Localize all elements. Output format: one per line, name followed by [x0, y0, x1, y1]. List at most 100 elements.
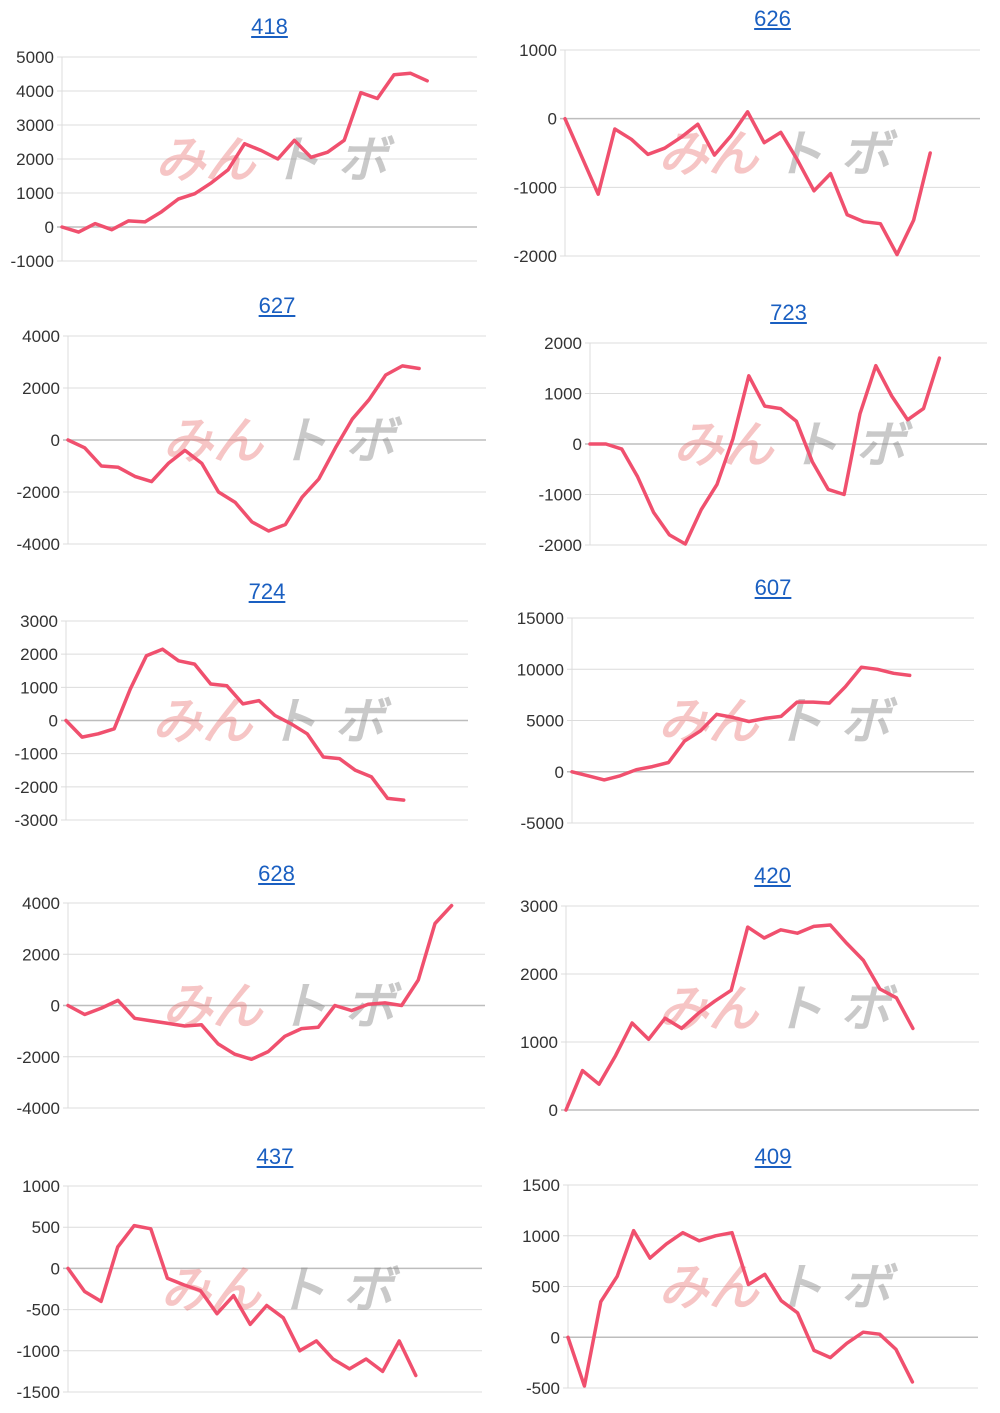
chart-title-link[interactable]: 628 — [258, 861, 295, 886]
line-chart: 150001000050000-5000みんト ボ — [517, 609, 974, 833]
line-chart: 5000 4000 3000 2000 1000 0 -1000 みんト ボ — [11, 48, 477, 271]
y-tick-label: 1000 — [22, 1177, 60, 1196]
y-tick-label: -3000 — [15, 811, 58, 830]
chart-title-link[interactable]: 626 — [754, 6, 791, 31]
y-tick-label: 1000 — [544, 385, 582, 404]
y-tick-label: 0 — [548, 110, 557, 129]
y-tick-label: 2000 — [16, 150, 54, 169]
y-tick-label: 5000 — [526, 712, 564, 731]
series-line — [588, 356, 942, 546]
y-tick-label: 0 — [51, 1259, 60, 1278]
y-tick-label: 5000 — [16, 48, 54, 67]
y-tick-label: 500 — [32, 1218, 60, 1237]
y-tick-label: 3000 — [16, 116, 54, 135]
chart-title-link[interactable]: 607 — [754, 575, 792, 600]
y-tick-label: 4000 — [22, 327, 60, 346]
watermark-logo-gray: ト ボ — [774, 1259, 899, 1317]
chart-panel-7: 420 3000 2000 1000 0 みんト ボ — [500, 845, 1000, 1128]
y-tick-label: 0 — [549, 1101, 558, 1120]
y-tick-label: 2000 — [520, 965, 558, 984]
y-tick-label: -4000 — [17, 535, 60, 554]
y-tick-label: -2000 — [17, 483, 60, 502]
y-tick-label: 0 — [555, 763, 564, 782]
y-tick-label: 2000 — [22, 379, 60, 398]
chart-title-link[interactable]: 627 — [258, 293, 296, 318]
y-tick-label: 0 — [51, 431, 60, 450]
y-tick-label: -2000 — [17, 1048, 60, 1067]
y-tick-label: 1000 — [16, 184, 54, 203]
y-tick-label: -500 — [526, 1379, 560, 1398]
chart-panel-3: 723 2000 1000 0 -1000 -2000 みんト ボ — [500, 285, 1000, 568]
chart-panel-0: 418 5000 4000 3000 2000 1000 0 -1000 みんト ボ — [0, 0, 500, 283]
chart-title-link[interactable]: 418 — [251, 14, 288, 39]
y-tick-label: 500 — [532, 1278, 560, 1297]
watermark-logo-gray: ト ボ — [773, 693, 898, 751]
chart-panel-5: 607 15000 10000 5000 0 -5000 みんト ボ — [500, 565, 1000, 848]
y-tick-label: -1500 — [17, 1383, 60, 1402]
line-chart: 1000 500 0 -500 -1000 -1500 みんト ボ — [17, 1177, 482, 1402]
watermark-logo-gray: ト ボ — [276, 1261, 401, 1319]
y-tick-label: 1000 — [20, 678, 58, 697]
series-line — [566, 1228, 915, 1388]
line-chart: 1500 1000 500 0 -500 みんト ボ — [522, 1176, 978, 1398]
series-line — [66, 903, 454, 1062]
watermark-logo-red: みん — [659, 1259, 761, 1317]
chart-panel-1: 626 1000 0 -1000 -2000 みんト ボ — [500, 0, 1000, 283]
y-tick-label: -2000 — [539, 536, 582, 555]
chart-title-link[interactable]: 409 — [754, 1144, 792, 1169]
watermark-logo-red: みん — [152, 693, 254, 751]
chart-panel-2: 627 4000 2000 0 -2000 -4000 みんト ボ — [0, 285, 500, 568]
y-tick-label: 1500 — [522, 1176, 560, 1195]
series-line — [570, 665, 912, 782]
y-tick-label: 2000 — [544, 334, 582, 353]
chart-title-link[interactable]: 724 — [248, 579, 286, 604]
line-chart: 400020000-2000-4000みんト ボ — [17, 894, 485, 1118]
y-tick-label: -4000 — [17, 1099, 60, 1118]
y-tick-label: 15000 — [517, 609, 564, 628]
y-tick-label: -5000 — [521, 814, 564, 833]
y-tick-label: 2000 — [22, 945, 60, 964]
chart-title-link[interactable]: 723 — [770, 300, 807, 325]
y-tick-label: 0 — [49, 712, 58, 731]
chart-panel-4: 724 3000 2000 1000 0 -1000 -2000 -3000 みんト ボ — [0, 565, 500, 848]
y-tick-label: -2000 — [514, 247, 557, 266]
y-tick-label: 2000 — [20, 645, 58, 664]
chart-panel-8: 437 1000 500 0 -500 -1000 -1500 みんト ボ — [0, 1128, 500, 1411]
watermark-logo-red: みん — [658, 980, 760, 1038]
watermark-logo-red: みん — [155, 131, 257, 189]
y-tick-label: 3000 — [520, 897, 558, 916]
y-tick-label: -1000 — [11, 252, 54, 271]
y-tick-label: 0 — [551, 1328, 560, 1347]
series-line — [64, 647, 406, 802]
y-tick-label: -1000 — [17, 1342, 60, 1361]
watermark-logo-red: みん — [658, 125, 760, 183]
y-tick-label: 4000 — [16, 82, 54, 101]
watermark-logo-red: みん — [161, 1261, 263, 1319]
y-tick-label: -1000 — [514, 178, 557, 197]
y-tick-label: 0 — [51, 997, 60, 1016]
y-tick-label: 3000 — [20, 612, 58, 631]
series-line — [564, 923, 915, 1112]
chart-title-link[interactable]: 437 — [256, 1144, 294, 1169]
watermark-logo-gray: ト ボ — [270, 131, 395, 189]
watermark-logo-gray: ト ボ — [773, 980, 898, 1038]
chart-title-link[interactable]: 420 — [754, 863, 791, 888]
y-tick-label: -500 — [26, 1301, 60, 1320]
watermark-logo-red: みん — [162, 978, 264, 1036]
y-tick-label: 1000 — [522, 1227, 560, 1246]
y-tick-label: 1000 — [520, 1033, 558, 1052]
y-tick-label: -1000 — [539, 486, 582, 505]
y-tick-label: -1000 — [15, 745, 58, 764]
series-line — [66, 364, 421, 533]
line-chart: 200010000-1000-2000みんト ボ — [539, 334, 987, 555]
line-chart: 400020000-2000-4000みんト ボ — [17, 327, 486, 554]
y-tick-label: 1000 — [519, 41, 557, 60]
y-tick-label: 10000 — [517, 660, 564, 679]
line-chart: 3000 2000 1000 0 みんト ボ — [520, 897, 979, 1120]
y-tick-label: 0 — [45, 218, 54, 237]
watermark-logo-red: みん — [163, 412, 265, 470]
chart-panel-9: 409 1500 1000 500 0 -500 みんト ボ — [500, 1128, 1000, 1411]
series-line — [60, 71, 429, 234]
series-line — [66, 1223, 418, 1378]
series-line — [563, 110, 932, 257]
